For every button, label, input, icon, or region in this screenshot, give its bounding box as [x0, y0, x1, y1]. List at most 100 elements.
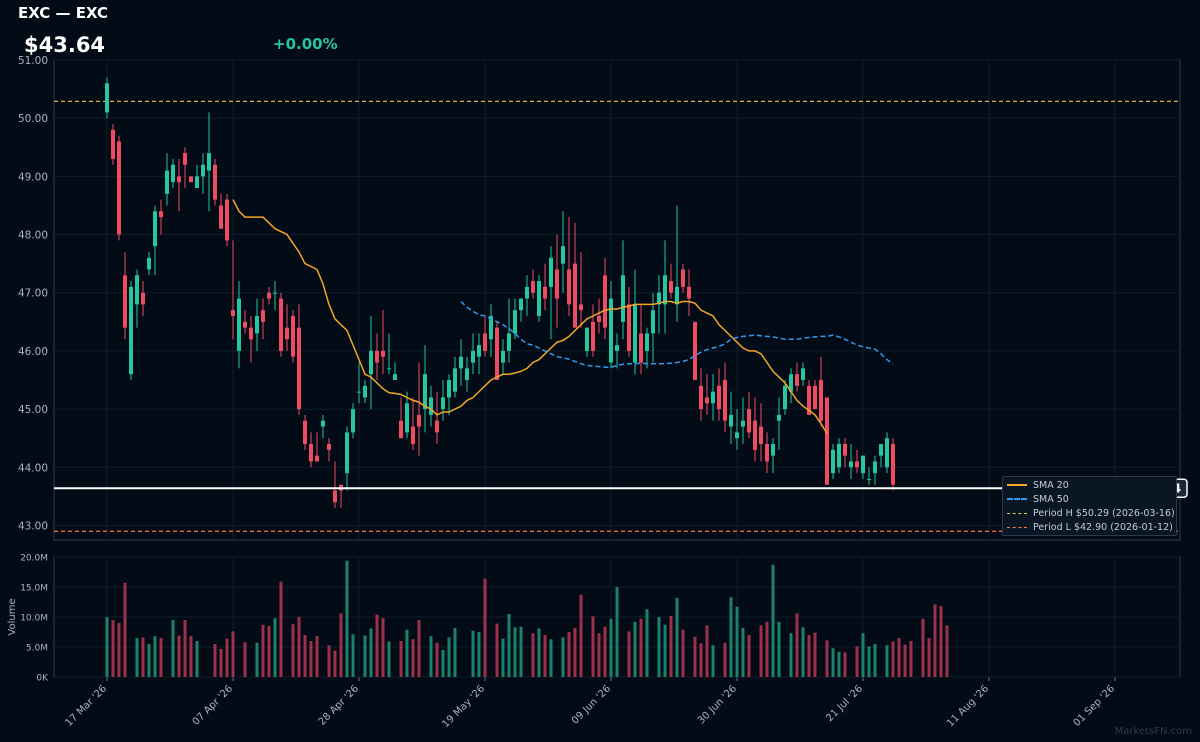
candle: [831, 444, 835, 479]
candle-body: [669, 281, 673, 293]
volume-bar: [261, 624, 265, 677]
candle-body: [759, 426, 763, 444]
candle: [861, 455, 865, 479]
candle-body: [261, 310, 265, 322]
candle: [117, 135, 121, 241]
candle-body: [429, 397, 433, 415]
volume-bar: [495, 623, 499, 677]
candle-body: [885, 438, 889, 468]
volume-bar: [363, 635, 367, 677]
candle: [231, 240, 235, 340]
volume-bar: [453, 627, 457, 677]
candle: [363, 380, 367, 404]
candle: [789, 368, 793, 404]
candle: [153, 205, 157, 276]
candle: [201, 153, 205, 194]
candle-body: [699, 385, 703, 410]
volume-bar: [537, 628, 541, 677]
candle-body: [159, 211, 163, 218]
candle: [639, 304, 643, 375]
candle-body: [585, 327, 589, 351]
volume-bar: [603, 626, 607, 677]
candle: [519, 298, 523, 322]
volume-bar: [447, 637, 451, 677]
volume-bar: [297, 617, 301, 677]
volume-bar: [573, 627, 577, 677]
candle-body: [255, 316, 259, 334]
volume-bar: [597, 633, 601, 677]
volume-bar: [513, 627, 517, 677]
candle: [525, 275, 529, 316]
volume-bar: [861, 633, 865, 677]
candle-body: [663, 275, 667, 305]
candle-body: [615, 345, 619, 351]
candle: [195, 164, 199, 188]
volume-bar: [549, 639, 553, 677]
candle: [753, 397, 757, 462]
candle: [627, 286, 631, 357]
sma50-line: [460, 300, 894, 368]
candle: [459, 339, 463, 386]
x-tick-label: 17 Mar '26: [64, 683, 110, 729]
volume-bar: [255, 642, 259, 677]
candle-body: [645, 333, 649, 351]
volume-bar: [729, 597, 733, 677]
candle: [531, 269, 535, 299]
legend-label-period-high: Period H $50.29 (2026-03-16): [1033, 507, 1175, 519]
candle-body: [597, 316, 601, 322]
volume-bar: [279, 581, 283, 677]
volume-bar: [435, 642, 439, 677]
volume-bar: [771, 564, 775, 677]
volume-bar: [231, 631, 235, 677]
candle: [873, 455, 877, 485]
candle: [213, 158, 217, 206]
candle-body: [573, 263, 577, 328]
candle: [303, 414, 307, 450]
candle: [249, 316, 253, 363]
candle-body: [165, 170, 169, 194]
candle: [855, 449, 859, 474]
legend-swatch-sma50: [1007, 498, 1027, 501]
candle-body: [675, 286, 679, 305]
candle: [417, 362, 421, 456]
candle: [471, 333, 475, 375]
candle-body: [543, 286, 547, 299]
candle: [669, 263, 673, 299]
legend-item-period-high: Period H $50.29 (2026-03-16): [1007, 506, 1176, 520]
volume-bar: [723, 642, 727, 677]
volume-bar: [135, 638, 139, 677]
candle: [585, 327, 589, 357]
x-tick-label: 11 Aug '26: [945, 683, 991, 729]
candle-body: [393, 374, 397, 380]
candle-body: [351, 409, 355, 433]
candle-body: [231, 310, 235, 316]
candle-body: [525, 286, 529, 299]
candle: [513, 298, 517, 340]
candle: [573, 222, 577, 328]
candle-body: [147, 257, 151, 270]
candle: [507, 298, 511, 363]
volume-bar: [669, 615, 673, 677]
candle-body: [381, 350, 385, 357]
volume-bar: [933, 604, 937, 677]
candle-body: [177, 176, 181, 183]
candle-body: [189, 176, 193, 183]
x-tick-label: 07 Apr '26: [191, 683, 235, 727]
candle: [735, 409, 739, 450]
price-panel: [53, 59, 1181, 541]
candle-body: [489, 316, 493, 340]
candle: [591, 304, 595, 357]
candle-body: [405, 403, 409, 433]
volume-bar: [225, 638, 229, 677]
volume-bar: [417, 620, 421, 677]
volume-bar: [177, 635, 181, 677]
candle: [609, 281, 613, 369]
candle: [489, 304, 493, 357]
candle: [825, 397, 829, 485]
legend-swatch-period-high: [1007, 512, 1027, 514]
volume-bar: [267, 626, 271, 677]
volume-bar: [123, 582, 127, 677]
candle-body: [873, 461, 877, 474]
candle: [423, 345, 427, 433]
